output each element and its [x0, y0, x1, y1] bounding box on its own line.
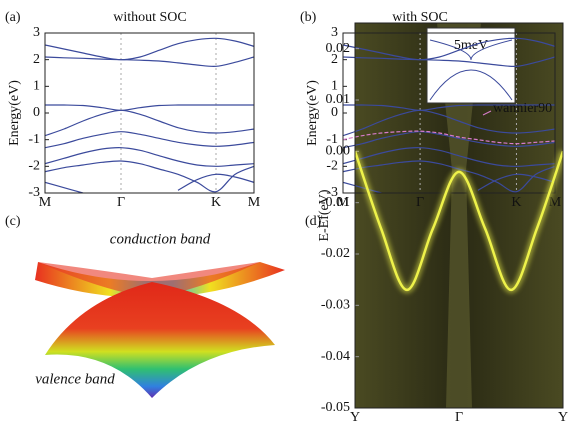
y-tick-label: -0.04	[321, 349, 350, 364]
y-tick-label: 1	[331, 79, 338, 94]
x-tick-label: Y	[558, 410, 568, 425]
chart-title: without SOC	[113, 10, 187, 25]
y-tick-label: 2	[331, 52, 338, 67]
band-label: conduction band	[110, 231, 211, 247]
y-tick-label: -0.05	[321, 400, 350, 415]
y-tick-label: -0.01	[321, 195, 350, 210]
band	[343, 130, 555, 145]
y-tick-label: -2	[28, 159, 40, 174]
plot-frame	[44, 32, 255, 194]
x-tick-label: Γ	[416, 195, 424, 210]
conduction-surface	[35, 262, 285, 298]
band	[45, 173, 254, 193]
y-axis-label: Energy(eV)	[7, 80, 22, 146]
band	[343, 131, 555, 149]
x-tick-label: M	[549, 195, 562, 210]
y-tick-label: 3	[33, 25, 40, 40]
valence-surface	[45, 282, 275, 398]
panel-label: (a)	[5, 10, 21, 25]
y-tick-label: -2	[326, 159, 338, 174]
y-tick-label: 0	[33, 105, 40, 120]
y-tick-label: 0.01	[326, 92, 351, 107]
band	[343, 37, 555, 61]
band-label: valence band	[35, 371, 115, 387]
gamma-feature	[437, 23, 481, 408]
y-axis-label: Energy(eV)	[305, 80, 320, 146]
band	[45, 147, 254, 167]
y-tick-label: 2	[33, 52, 40, 67]
y-tick-label: -1	[326, 132, 338, 147]
y-tick-label: 0.00	[326, 144, 351, 159]
panel-label: (d)	[305, 214, 322, 229]
series-label: wannier90	[493, 101, 552, 116]
plot-frame	[354, 22, 564, 409]
panel-label: (c)	[5, 214, 21, 229]
band	[45, 109, 254, 137]
x-tick-label: M	[39, 195, 52, 210]
inset-band	[429, 39, 513, 61]
x-tick-label: Γ	[117, 195, 125, 210]
band	[343, 160, 555, 193]
y-tick-label: 0	[331, 105, 338, 120]
y-tick-label: -0.02	[321, 246, 350, 261]
band	[45, 131, 254, 149]
label-leader	[482, 110, 492, 116]
x-tick-label: K	[511, 195, 521, 210]
x-tick-label: M	[248, 195, 261, 210]
chart-title: with SOC	[392, 10, 448, 25]
y-tick-label: 0.02	[326, 41, 351, 56]
y-tick-label: -3	[326, 185, 338, 200]
band	[355, 150, 563, 292]
band	[45, 104, 254, 111]
x-tick-label: K	[211, 195, 221, 210]
band	[45, 160, 254, 193]
band	[343, 109, 555, 137]
y-tick-label: 3	[331, 25, 338, 40]
band	[343, 56, 555, 68]
y-axis-label: E-Ef(eV)	[317, 189, 332, 241]
y-tick-label: -1	[28, 132, 40, 147]
panel-c: (c) conduction band valence band	[5, 214, 285, 398]
band	[343, 173, 555, 193]
x-tick-label: Y	[350, 410, 360, 425]
panel-label: (b)	[300, 10, 317, 25]
inset-band	[429, 69, 513, 101]
x-tick-label: M	[337, 195, 350, 210]
band	[45, 37, 254, 61]
y-tick-label: 1	[33, 79, 40, 94]
band	[45, 56, 254, 68]
band	[343, 104, 555, 111]
conduction-surface	[38, 262, 260, 298]
band	[343, 147, 555, 167]
y-tick-label: -3	[28, 185, 40, 200]
x-tick-label: Γ	[455, 410, 463, 425]
y-tick-label: -0.03	[321, 298, 350, 313]
